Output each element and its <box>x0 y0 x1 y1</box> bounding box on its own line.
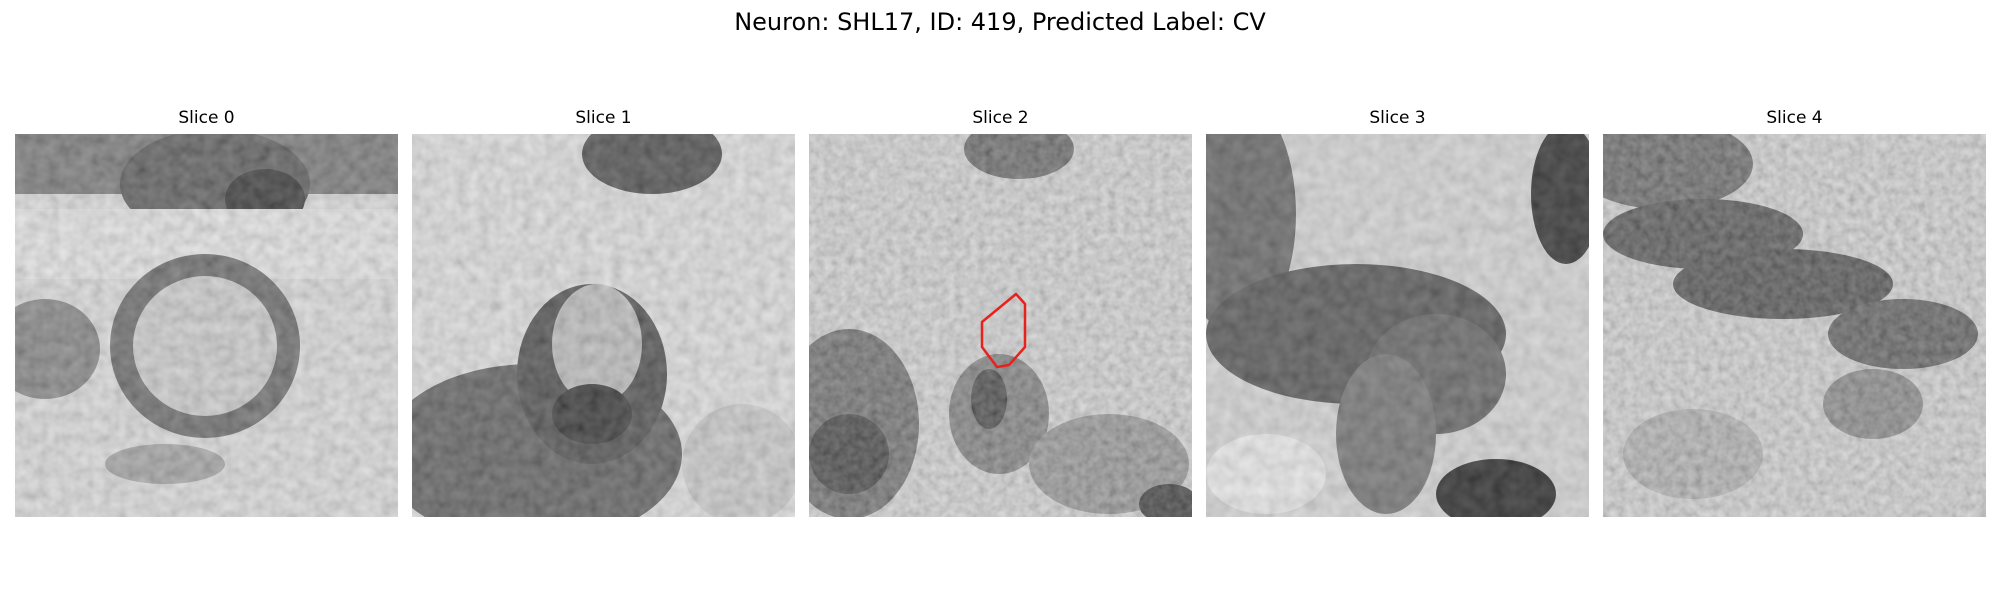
slice-image-3 <box>1206 134 1589 517</box>
slice-panel-3: Slice 3 <box>1206 108 1589 517</box>
slice-panel-4: Slice 4 <box>1603 108 1986 517</box>
slice-image-2 <box>809 134 1192 517</box>
slice-title-4: Slice 4 <box>1766 108 1823 128</box>
figure-title: Neuron: SHL17, ID: 419, Predicted Label:… <box>734 8 1266 36</box>
slice-image-1 <box>412 134 795 517</box>
segmentation-outline <box>980 292 1027 369</box>
slice-panel-2: Slice 2 <box>809 108 1192 517</box>
slice-title-1: Slice 1 <box>575 108 632 128</box>
slice-panel-0: Slice 0 <box>15 108 398 517</box>
slice-image-4 <box>1603 134 1986 517</box>
slice-panel-1: Slice 1 <box>412 108 795 517</box>
slice-image-0 <box>15 134 398 517</box>
slice-title-0: Slice 0 <box>178 108 235 128</box>
slice-title-2: Slice 2 <box>972 108 1029 128</box>
slice-title-3: Slice 3 <box>1369 108 1426 128</box>
